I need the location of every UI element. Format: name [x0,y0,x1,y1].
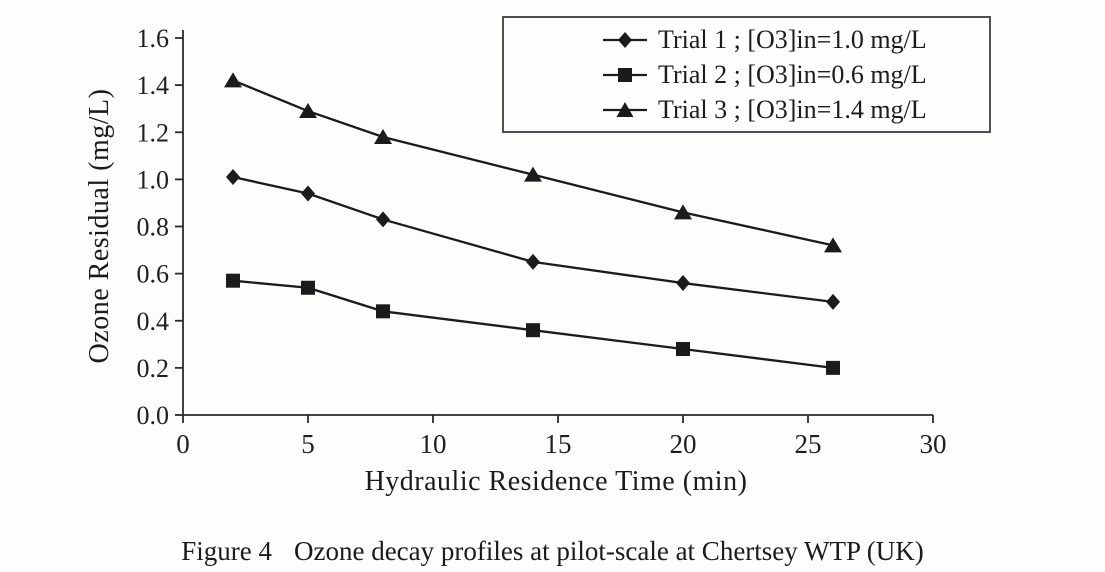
series-line-trial-3 [232,79,834,247]
y-tick-label: 1.4 [137,71,170,100]
x-tick-label: 30 [920,429,947,459]
y-tick-label: 0.6 [137,260,170,289]
series-marker-diamond [526,253,540,270]
y-tick-label: 0.0 [137,401,170,430]
legend-label-trial-1: Trial 1 ; [O3]in=1.0 mg/L [658,24,927,54]
series-marker-square [376,304,390,319]
x-tick-label: 25 [795,429,822,459]
series-line-trial-2 [232,279,834,370]
diamond-marker-icon [603,31,647,48]
series-marker-diamond [226,169,240,186]
x-axis-title: Hydraulic Residence Time (min) [364,466,748,497]
y-tick-label: 0.8 [137,213,170,242]
series-marker-square [676,342,690,357]
y-tick-label: 1.2 [137,118,170,147]
triangle-marker-icon [603,101,647,117]
series-marker-diamond [301,185,315,202]
series-marker-square [826,360,840,375]
series-marker-triangle [674,204,692,220]
square-marker-icon [603,67,647,82]
series-marker-square [226,273,240,288]
figure-number-label: Figure 4 [181,536,272,566]
y-tick-label: 1.6 [137,24,170,53]
series-marker-triangle [524,166,542,182]
series-marker-diamond [376,211,390,228]
figure-caption: Figure 4 Ozone decay profiles at pilot-sc… [0,536,1105,567]
legend-item-trial-2: Trial 2 ; [O3]in=0.6 mg/L [602,60,989,90]
x-tick-label: 20 [670,429,697,459]
series-marker-diamond [826,293,840,310]
chart-plot-area: 0.0 0.2 0.4 0.6 0.8 1.0 1.2 1.4 1.6 0 5 10 15 20 25 30 [137,24,947,459]
x-tick-label: 10 [420,429,447,459]
series-marker-square [301,280,315,295]
x-tick-label: 0 [176,429,190,459]
x-tick-label: 5 [301,429,315,459]
legend-label-trial-3: Trial 3 ; [O3]in=1.4 mg/L [658,94,927,124]
y-tick-label: 1.0 [137,165,170,194]
series-marker-triangle [224,72,242,88]
legend: Trial 1 ; [O3]in=1.0 mg/L Trial 2 ; [O3]… [502,16,991,133]
legend-item-trial-1: Trial 1 ; [O3]in=1.0 mg/L [602,25,989,55]
x-tick-label: 15 [545,429,572,459]
figure-caption-text: Ozone decay profiles at pilot-scale at C… [293,536,924,566]
series-marker-triangle [299,103,317,119]
y-axis-title: Ozone Residual (mg/L) [84,88,115,364]
series-marker-square [526,323,540,338]
series-marker-triangle [824,237,842,253]
legend-label-trial-2: Trial 2 ; [O3]in=0.6 mg/L [658,59,927,89]
y-tick-label: 0.4 [137,307,170,336]
y-tick-label: 0.2 [137,354,170,383]
series-line-trial-1 [232,175,834,304]
legend-item-trial-3: Trial 3 ; [O3]in=1.4 mg/L [602,95,989,125]
series-marker-diamond [676,275,690,292]
series-marker-triangle [374,128,392,144]
